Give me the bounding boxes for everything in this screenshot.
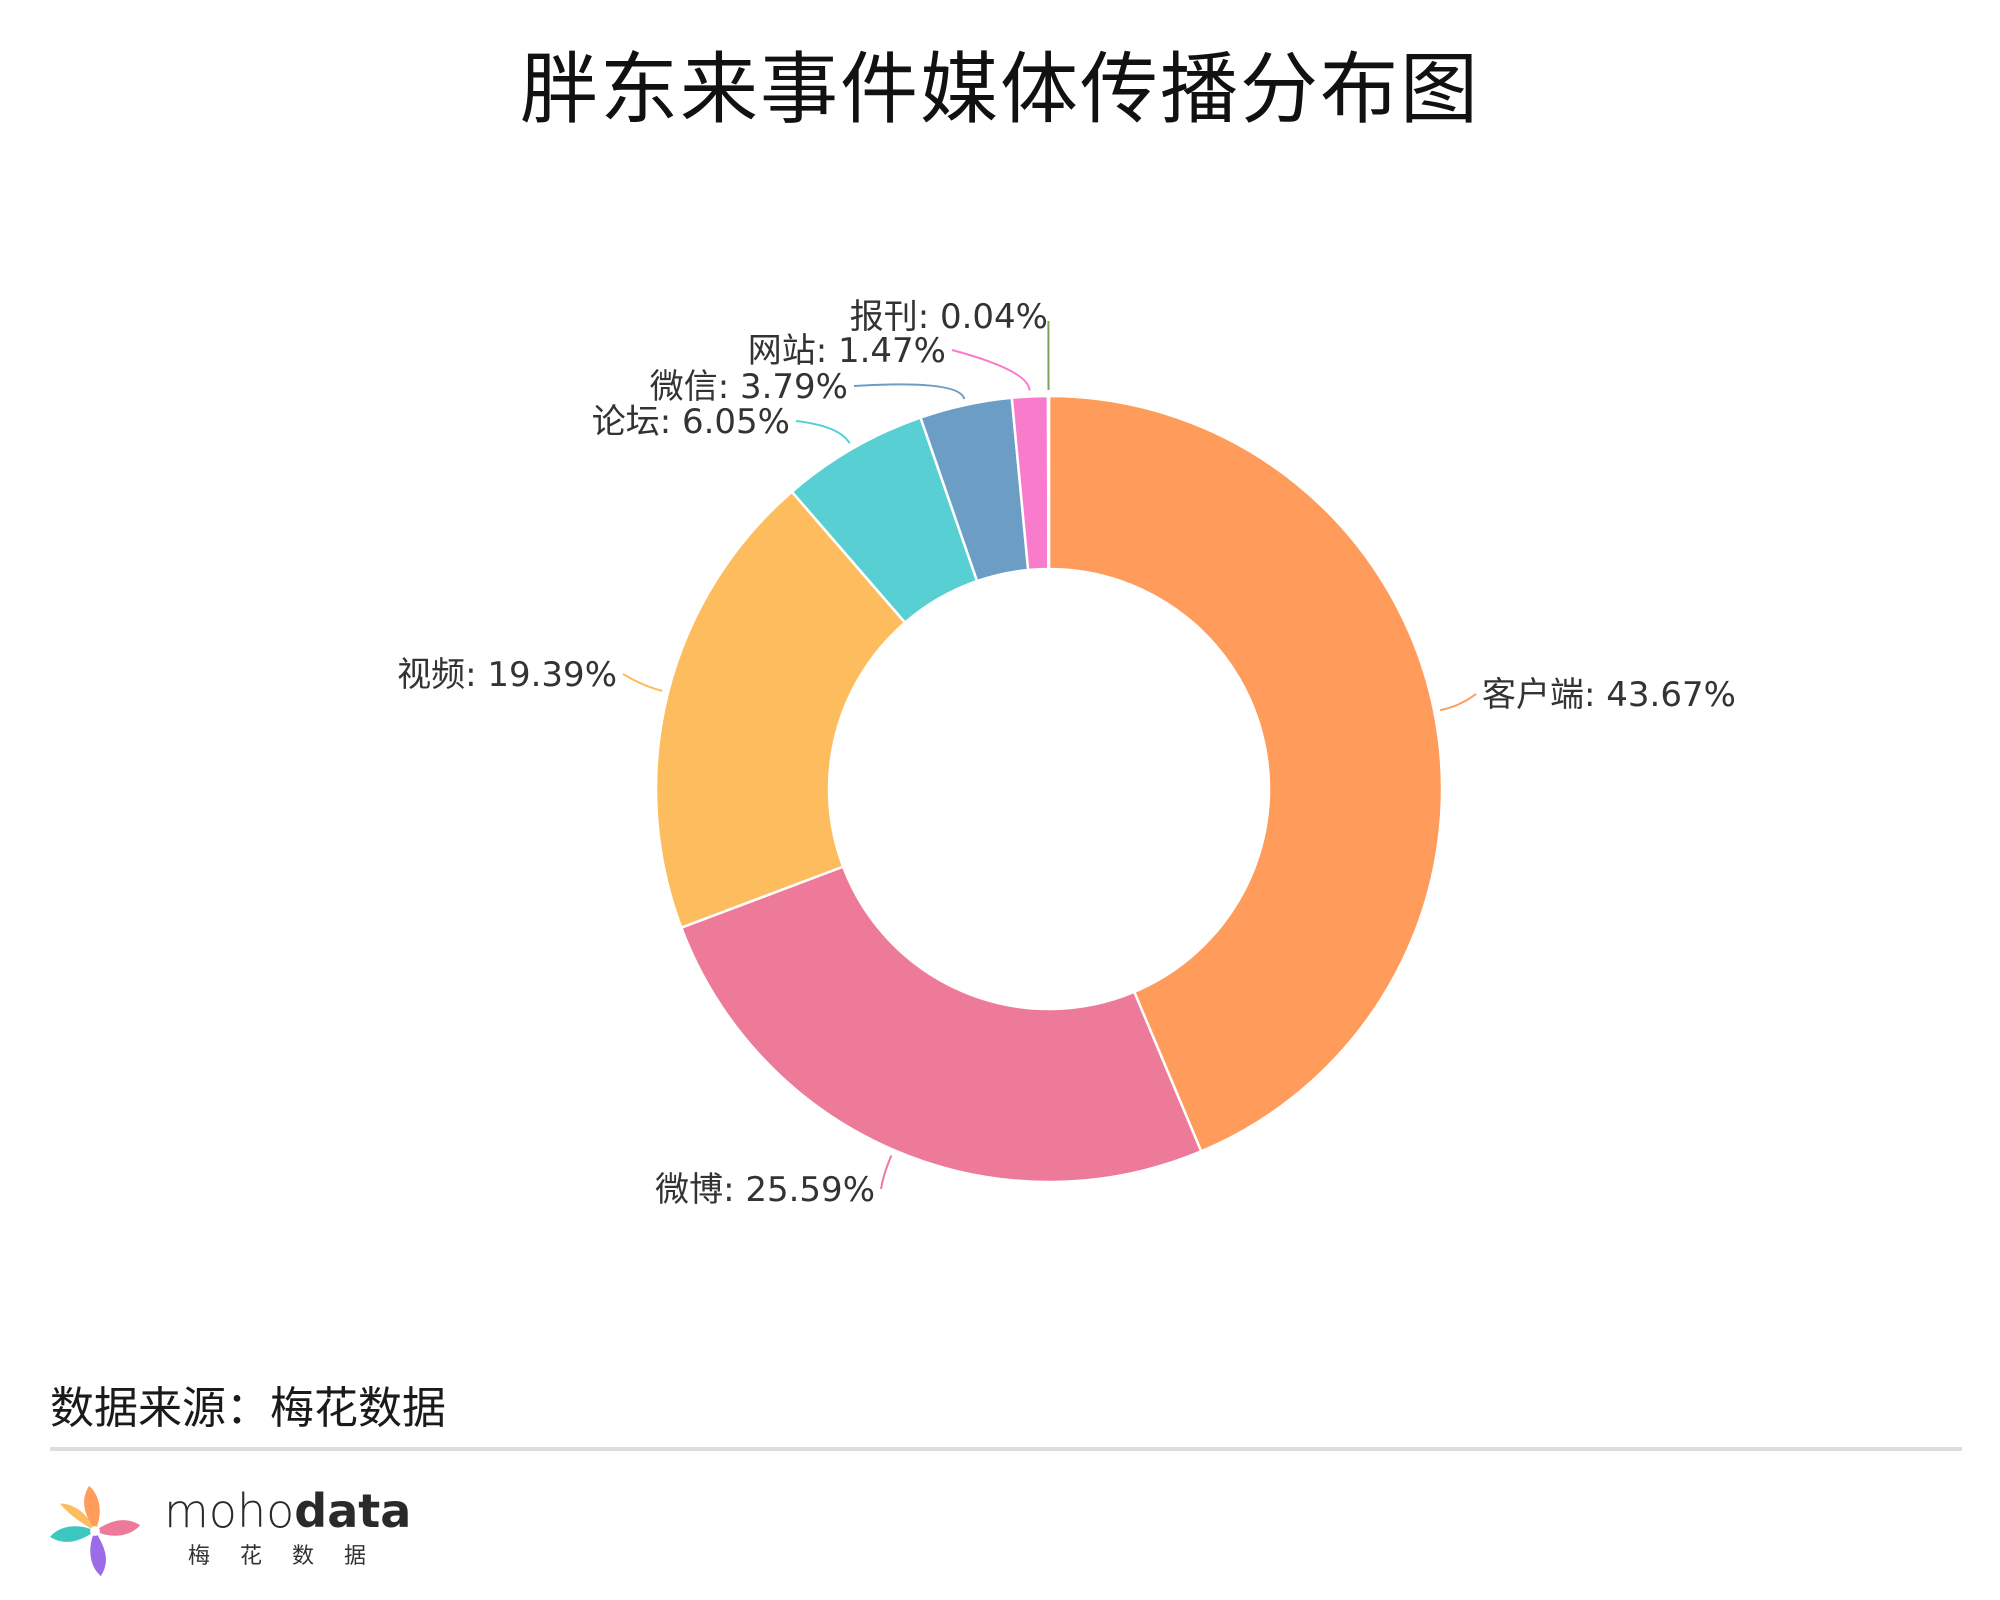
chart-title: 胖东来事件媒体传播分布图 [519,45,1480,135]
brand-name-light: moho [164,1484,295,1538]
data-label-7: 报刊: 0.04% [850,297,1048,337]
data-label-4: 论坛: 6.05% [592,402,790,442]
slice-2 [679,865,1203,1184]
leader-line-6 [951,349,1031,391]
brand-name-bold: data [294,1484,412,1538]
data-label-5: 微信: 3.79% [650,367,848,407]
brand-wordmark: mohodata [164,1486,411,1537]
footer-divider [50,1447,1962,1451]
leader-line-4 [795,420,851,444]
data-label-2: 微博: 25.59% [655,1170,875,1210]
brand-subtitle: 梅花数据 [188,1544,397,1569]
data-label-1: 客户端: 43.67% [1482,675,1736,715]
leader-line-1 [1439,693,1477,712]
leader-lines-layer [622,320,1477,1190]
data-label-3: 视频: 19.39% [397,655,617,695]
slice-1 [1047,394,1444,1153]
slices-layer [654,394,1444,1184]
leader-line-3 [622,673,663,692]
slice-3 [654,490,907,930]
leader-line-5 [853,383,966,400]
source-note: 数据来源：梅花数据 [50,1383,446,1434]
data-labels-layer: 客户端: 43.67% 微博: 25.59% 视频: 19.39% 论坛: 6.05%… [397,297,1736,1210]
pinwheel-logo-icon [49,1485,141,1577]
data-label-6: 网站: 1.47% [748,331,946,371]
slice-7 [1046,394,1051,571]
leader-line-2 [880,1155,893,1190]
